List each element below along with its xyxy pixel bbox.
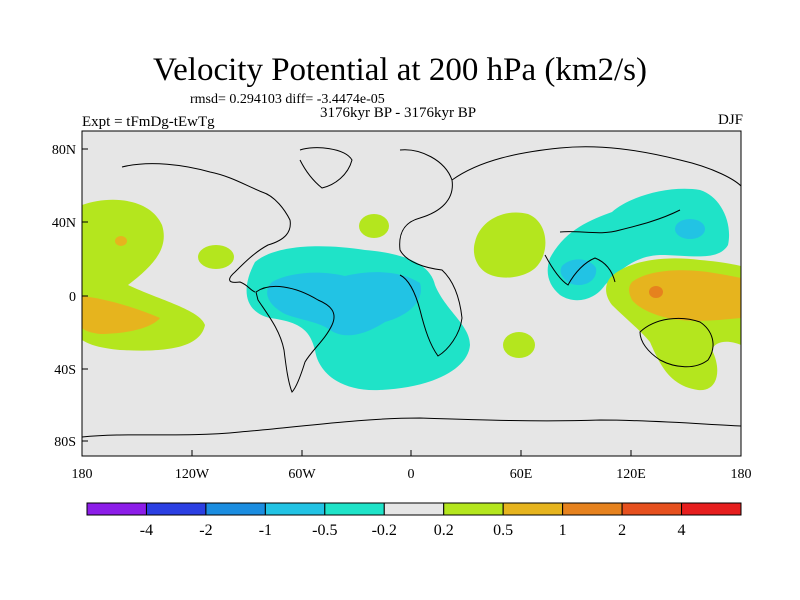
lat-label: 40N [52,216,76,231]
contour-neg-atlantic-core [267,272,421,336]
coast-europe-africa [399,149,463,357]
colorbar-swatch [145,502,207,516]
colorbar-label: -1 [259,522,272,539]
colorbar-label: 2 [618,522,626,539]
velocity-potential-field [82,188,741,391]
contour-pos-africa [473,212,546,278]
colorbar-swatch [205,502,266,516]
experiment-label: Expt = tFmDg-tEwTg [82,114,215,130]
colorbar-swatch [443,502,504,516]
coast-north-america [121,163,291,293]
map-title: Velocity Potential at 200 hPa (km2/s) [152,52,648,88]
lat-label: 80S [54,435,76,450]
axis-ticks [81,148,742,456]
lon-label: 120W [175,467,210,482]
contour-pos-pacific-dot [115,236,127,246]
colorbar-swatch [621,502,683,516]
latitude-labels: 80N 40N 0 40S 80S [52,143,76,450]
colorbar-swatch [86,502,147,516]
colorbar-label: 1 [559,522,567,539]
contour-pos-mexico [198,245,234,269]
lon-label: 180 [72,467,93,482]
lat-label: 40S [54,363,76,378]
colorbar-label: 0.2 [434,522,454,539]
colorbar-label: -2 [199,522,212,539]
colorbar-label: -4 [140,522,153,539]
contour-pos-madagascar [503,332,535,358]
lon-label: 0 [408,467,415,482]
contour-pos-maritime-core [629,270,741,321]
colorbar-label: 4 [678,522,686,539]
colorbar: -4 -2 -1 -0.5 -0.2 0.2 0.5 1 2 4 [86,502,742,539]
contour-neg-indochina-core [560,259,597,286]
contour-neg-japan-core [675,219,705,239]
longitude-labels: 180 120W 60W 0 60E 120E 180 [72,467,752,482]
contour-pos-pacific-south [82,296,160,334]
coast-asia [451,146,741,286]
coast-greenland [299,147,353,189]
colorbar-swatch [681,502,742,516]
contour-pos-atlantic [359,214,389,238]
lon-label: 180 [731,467,752,482]
contour-pos-maritime-peak [649,286,663,298]
period-label: 3176kyr BP - 3176kyr BP [320,105,477,121]
colorbar-swatch [324,502,385,516]
colorbar-label: -0.2 [372,522,397,539]
colorbar-label: -0.5 [312,522,337,539]
coast-south-america [255,286,335,393]
lat-label: 0 [69,290,76,305]
colorbar-swatch [562,502,623,516]
lat-label: 80N [52,143,76,158]
lon-label: 60E [510,467,533,482]
coast-australia [639,317,714,368]
season-label: DJF [717,112,743,128]
colorbar-swatch [383,502,445,516]
colorbar-label: 0.5 [493,522,513,539]
coast-antarctica [82,417,741,438]
rmsd-diff-stats: rmsd= 0.294103 diff= -3.4474e-05 [190,92,385,107]
colorbar-swatch [264,502,326,516]
colorbar-swatch [502,502,564,516]
lon-label: 60W [288,467,316,482]
lon-label: 120E [616,467,646,482]
coastlines [82,146,741,438]
